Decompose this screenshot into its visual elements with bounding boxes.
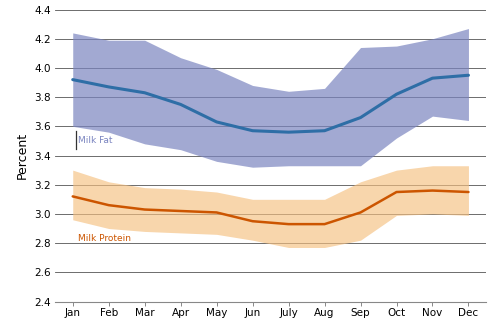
Text: Milk Fat: Milk Fat: [78, 136, 113, 145]
Text: Milk Protein: Milk Protein: [78, 234, 131, 243]
Y-axis label: Percent: Percent: [15, 132, 29, 179]
